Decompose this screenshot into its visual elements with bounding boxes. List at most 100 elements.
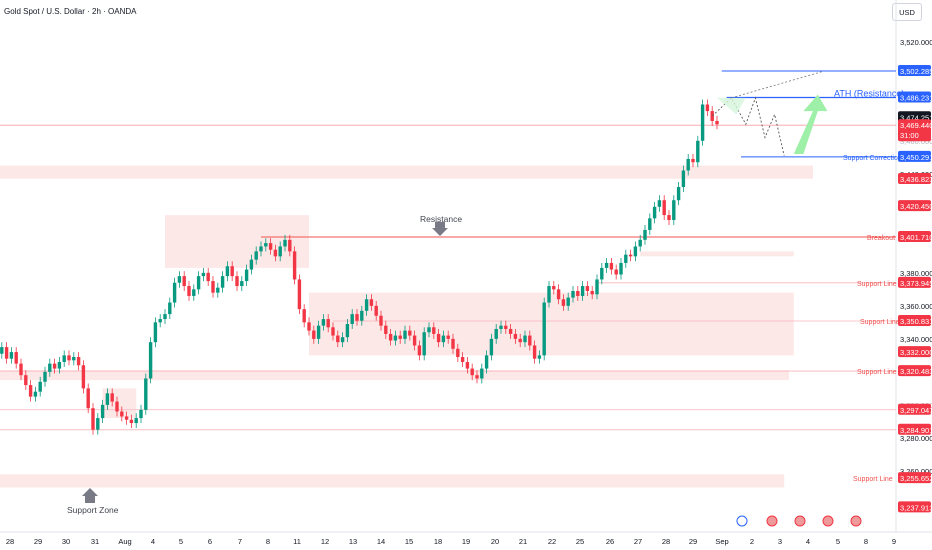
x-tick-label: 8 (266, 537, 270, 546)
candle (624, 249, 628, 268)
x-tick-label: 2 (750, 537, 754, 546)
price-label-bg-8 (898, 276, 931, 288)
candle (513, 328, 518, 344)
price-label-4: 3,450.291 (900, 153, 932, 162)
us-flag-icon (794, 515, 806, 527)
price-label-bg-3 (898, 119, 931, 142)
candle (398, 330, 402, 344)
support-zone-label: Support Zone (67, 505, 119, 515)
candle (508, 324, 513, 339)
candle (643, 224, 647, 245)
candle (393, 330, 398, 346)
resistance-label: Resistance (420, 214, 462, 224)
candle (110, 388, 114, 407)
candle (566, 292, 570, 311)
price-label-0: 3,502.285 (900, 67, 932, 76)
candle (417, 340, 422, 361)
candle (9, 347, 14, 364)
resistance-arrow (432, 222, 448, 236)
candle (268, 238, 273, 255)
candle (451, 333, 455, 354)
candle (523, 330, 527, 348)
candle (609, 257, 614, 275)
currency-button[interactable]: USD (892, 3, 922, 21)
candle (163, 309, 167, 325)
candle (235, 271, 239, 291)
candle (100, 399, 105, 424)
x-tick-label: Aug (118, 537, 131, 546)
candle (336, 330, 340, 348)
x-tick-label: Sep (715, 537, 728, 546)
y-tick-label-faded: 3,460.000 (900, 137, 932, 146)
candle (686, 153, 690, 176)
candle (355, 309, 359, 326)
x-tick-label: 22 (548, 537, 556, 546)
candle (432, 322, 436, 339)
breakout-label: Breakout (867, 235, 895, 242)
candle (115, 396, 119, 417)
candle (537, 350, 542, 364)
candle (556, 284, 561, 305)
support-line-label-2: Support Line (857, 369, 897, 376)
y-tick-label: 3,380.000 (900, 269, 932, 278)
candle (81, 360, 86, 394)
candle (201, 267, 206, 282)
candle (57, 357, 62, 374)
candle (105, 388, 110, 410)
x-tick-label: 3 (778, 537, 782, 546)
candle (436, 328, 441, 348)
price-label-2: 3,474.251 (900, 113, 932, 122)
candle (662, 195, 666, 221)
candle (340, 332, 345, 348)
candle (177, 271, 182, 288)
candle (460, 352, 465, 367)
candle (364, 294, 369, 316)
price-label-bg-9 (898, 314, 931, 326)
price-label-bg-15 (898, 501, 931, 513)
candle (345, 319, 350, 343)
x-tick-label: 5 (179, 537, 183, 546)
candle (585, 281, 590, 296)
candle (652, 201, 657, 224)
x-tick-label: 18 (434, 537, 442, 546)
y-tick-label: 3,260.000 (900, 467, 932, 476)
candle (38, 376, 42, 397)
candle (192, 284, 196, 301)
candle (278, 241, 282, 262)
price-label-15: 3,237.913 (900, 503, 932, 512)
candle (465, 357, 470, 374)
candle (283, 234, 287, 252)
candle (360, 305, 364, 326)
x-tick-label: 4 (151, 537, 155, 546)
candle (470, 363, 474, 381)
candle (211, 276, 215, 298)
candle (532, 340, 537, 364)
candle (139, 404, 143, 424)
candle (326, 314, 330, 333)
candle (182, 271, 186, 291)
candle (62, 350, 66, 367)
x-tick-label: 4 (806, 537, 810, 546)
candle (187, 281, 191, 301)
candle (528, 330, 532, 351)
candle (403, 325, 407, 344)
candle (705, 99, 710, 117)
price-label-14: 3,255.652 (900, 474, 932, 483)
candle (456, 343, 460, 362)
candle (369, 294, 374, 311)
us-flag-icon (850, 515, 862, 527)
candle (297, 274, 302, 315)
price-label-bg-12 (898, 403, 931, 415)
candle (134, 413, 138, 428)
countdown-label: 31:00 (900, 131, 919, 140)
candle (67, 350, 71, 366)
price-label-bg-11 (898, 365, 931, 377)
candle (48, 358, 52, 377)
projection-path (711, 96, 785, 156)
candle (124, 411, 129, 425)
candle (475, 370, 479, 384)
x-tick-label: 26 (606, 537, 614, 546)
price-label-10: 3,332.000 (900, 348, 932, 357)
